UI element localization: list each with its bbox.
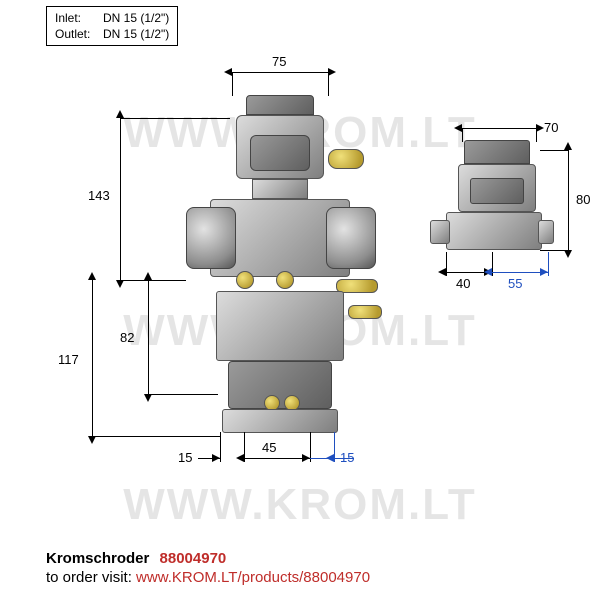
footer-part-number: 88004970 [160, 550, 227, 567]
dim-main-top-width: 75 [272, 54, 286, 69]
watermark-3: WWW.KROM.LT [0, 480, 600, 530]
main-device [180, 95, 380, 455]
dim-main-foot-15b: 15 [340, 450, 354, 465]
spec-outlet-value: DN 15 (1/2") [103, 26, 169, 42]
spec-outlet-row: Outlet: DN 15 (1/2") [55, 26, 169, 42]
spec-inlet-value: DN 15 (1/2") [103, 10, 169, 26]
drawing-canvas: WWW.KROM.LT WWW.KROM.LT WWW.KROM.LT Inle… [0, 0, 600, 600]
dim-main-h117: 117 [58, 352, 79, 367]
dim-main-foot-15a: 15 [178, 450, 192, 465]
footer-order-link[interactable]: www.KROM.LT/products/88004970 [136, 569, 370, 586]
footer-line2: to order visit: www.KROM.LT/products/880… [46, 569, 580, 586]
footer-line1: Kromschroder 88004970 [46, 550, 580, 567]
dim-aux-base-40: 40 [456, 276, 470, 291]
spec-box: Inlet: DN 15 (1/2") Outlet: DN 15 (1/2") [46, 6, 178, 46]
dim-aux-top-70: 70 [544, 120, 558, 135]
spec-outlet-label: Outlet: [55, 26, 97, 42]
spec-inlet-label: Inlet: [55, 10, 97, 26]
dim-main-foot-45: 45 [262, 440, 276, 455]
dim-aux-h80: 80 [576, 192, 590, 207]
dim-main-h143: 143 [88, 188, 110, 203]
spec-inlet-row: Inlet: DN 15 (1/2") [55, 10, 169, 26]
footer-brand: Kromschroder [46, 550, 149, 567]
dim-main-h82: 82 [120, 330, 134, 345]
footer: Kromschroder 88004970 to order visit: ww… [46, 550, 580, 586]
aux-device [430, 140, 550, 300]
footer-order-prefix: to order visit: [46, 569, 132, 586]
dim-aux-base-55: 55 [508, 276, 522, 291]
